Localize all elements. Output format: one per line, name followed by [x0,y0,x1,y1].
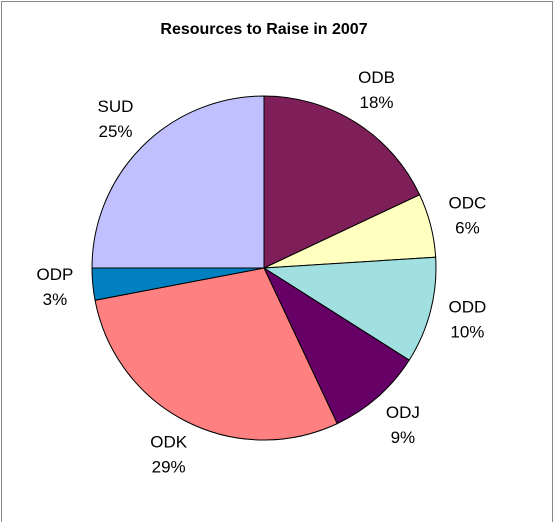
slice-label: ODB [358,68,395,87]
value-label: 3% [43,290,68,309]
slice-label: ODC [449,193,487,212]
value-label: 6% [455,218,480,237]
chart-title: Resources to Raise in 2007 [160,21,367,38]
slice-label: ODP [37,265,74,284]
value-label: 9% [391,428,416,447]
slice-label: ODD [449,298,487,317]
slice-label: ODK [150,433,188,452]
slice-label: ODJ [386,403,420,422]
pie-slice [91,95,265,269]
pie-slice [263,95,421,269]
slice-label: SUD [98,97,134,116]
value-label: 18% [360,93,394,112]
value-label: 10% [450,323,484,342]
pie-slice [94,267,338,441]
value-label: 29% [152,458,186,477]
pie-slice [262,266,410,425]
value-label: 25% [98,122,132,141]
pie-slice [262,256,437,361]
